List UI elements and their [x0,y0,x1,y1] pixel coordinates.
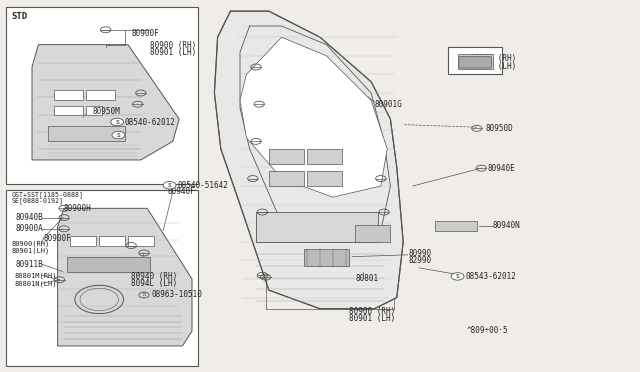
Text: 80901(LH): 80901(LH) [12,248,50,254]
Bar [448,46,502,74]
Text: S: S [115,119,119,125]
Bar [307,149,342,164]
Bar [67,257,150,272]
Text: N: N [142,292,146,298]
Text: 80940E: 80940E [488,164,515,173]
Text: 80801M(RH): 80801M(RH) [14,273,56,279]
Bar [435,221,477,231]
Bar [355,225,390,242]
Bar [307,171,342,186]
Circle shape [451,273,464,280]
Text: 80940B: 80940B [16,213,44,222]
Bar [6,7,198,184]
Text: 80900 (RH): 80900 (RH) [150,41,196,50]
Polygon shape [58,208,192,346]
Bar [304,249,349,266]
Text: 80900F: 80900F [291,228,319,237]
Text: 80801N(LH): 80801N(LH) [14,280,56,287]
Bar [269,149,304,164]
Text: 80901G: 80901G [374,100,402,109]
Text: 82990: 82990 [408,256,431,265]
Bar [70,236,96,246]
Text: 8094L (LH): 8094L (LH) [131,279,177,288]
Bar [54,106,83,115]
Text: 80960 (RH): 80960 (RH) [470,54,516,63]
Text: S: S [456,274,460,279]
Bar [48,126,125,141]
Circle shape [111,118,124,126]
Bar [54,90,83,100]
Text: 80901 (LH): 80901 (LH) [349,314,395,323]
Text: 08543-62012: 08543-62012 [465,272,516,281]
FancyBboxPatch shape [459,57,492,68]
Text: 80900A: 80900A [16,224,44,233]
Polygon shape [214,11,403,309]
Text: 80990: 80990 [408,249,431,258]
Bar [86,90,115,100]
Text: 80950D: 80950D [485,124,513,133]
Polygon shape [240,37,387,197]
Text: 80900(RH): 80900(RH) [12,240,50,247]
Circle shape [163,182,176,189]
Text: S: S [116,132,120,138]
Text: 80801: 80801 [355,274,378,283]
Circle shape [112,131,125,139]
Text: SE[0888-0192]: SE[0888-0192] [12,198,63,204]
Text: 08963-10510: 08963-10510 [152,291,202,299]
Bar [128,236,154,246]
Text: 80950M: 80950M [93,107,120,116]
Text: 80900F: 80900F [44,234,71,243]
Text: 80940 (RH): 80940 (RH) [131,272,177,280]
Text: 80901 (LH): 80901 (LH) [150,48,196,57]
Text: 08540-51642: 08540-51642 [177,181,228,190]
Polygon shape [32,45,179,160]
Bar [458,54,493,69]
Text: 08540-62012: 08540-62012 [125,118,175,126]
Text: 80940F: 80940F [168,187,195,196]
Bar [6,190,198,366]
Text: S: S [168,183,172,188]
Bar [269,171,304,186]
Bar [86,106,102,115]
Text: 80911B: 80911B [16,260,44,269]
Text: 80900F: 80900F [131,29,159,38]
Text: GST+SST[1185-0888]: GST+SST[1185-0888] [12,191,83,198]
Text: ^809÷00·5: ^809÷00·5 [467,326,509,335]
Text: 80900H: 80900H [64,204,92,213]
Text: STD: STD [12,12,28,21]
Text: 80940N: 80940N [493,221,520,230]
Bar [99,236,125,246]
Text: 80961 (LH): 80961 (LH) [470,62,516,71]
Text: 80900 (RH): 80900 (RH) [349,307,395,316]
Bar [256,212,378,242]
